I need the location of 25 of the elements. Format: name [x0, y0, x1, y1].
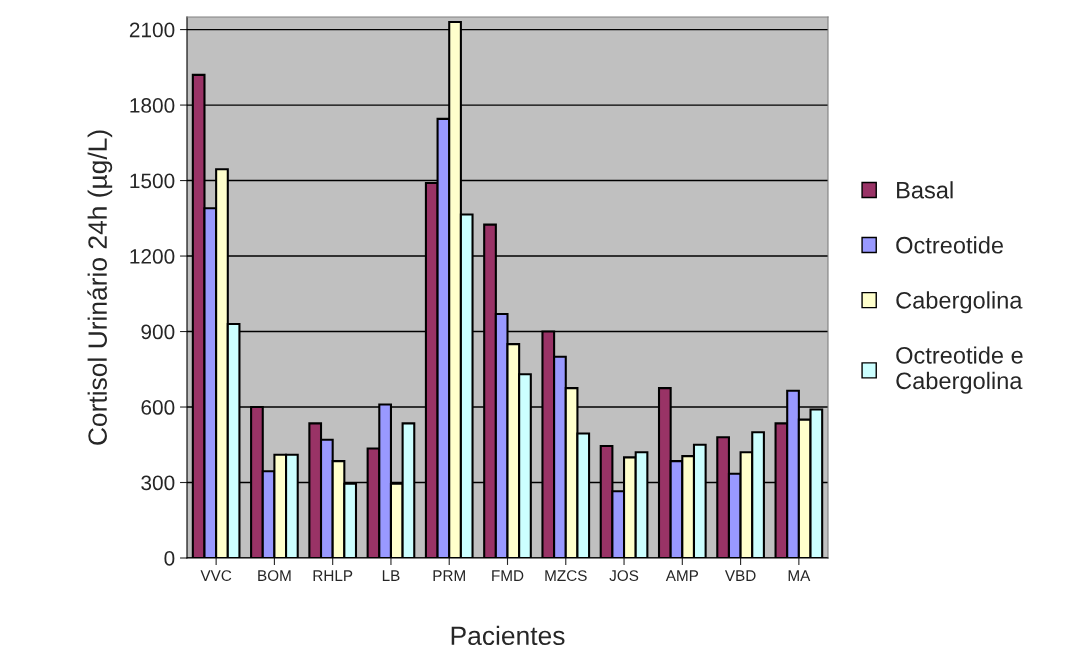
x-tick-label: FMD [492, 570, 524, 581]
y-tick-label: 300 [141, 475, 175, 491]
x-tick-label: MA [788, 570, 811, 581]
y-tick-label: 0 [164, 551, 175, 566]
legend-label: Octreotide [896, 236, 1003, 254]
x-axis-title: Pacientes [451, 625, 565, 646]
y-axis-title: Cortisol Urinário 24h (µg/L) [87, 130, 113, 445]
y-tick-label: 1800 [130, 98, 175, 113]
x-tick-label: VBD [724, 570, 756, 581]
y-tick-label: 600 [141, 400, 175, 415]
x-tick-label: JOS [609, 570, 639, 582]
x-tick-label: MZCS [545, 570, 587, 582]
x-tick-label: BOM [258, 570, 291, 582]
y-tick-label: 2100 [129, 22, 175, 38]
legend-label: Cabergolina [896, 291, 1023, 314]
x-tick-label: RHLP [313, 570, 353, 581]
x-tick-label: AMP [665, 570, 699, 581]
x-tick-label: LB [382, 570, 400, 581]
x-tick-label: VVC [200, 570, 232, 582]
x-tick-label: PRM [433, 570, 465, 581]
y-tick-label: 1500 [130, 173, 175, 189]
y-tick-label: 900 [141, 324, 175, 340]
legend-label: Octreotide e Cabergolina [896, 346, 1023, 394]
y-tick-label: 1200 [130, 249, 175, 264]
legend-label: Basal [897, 181, 953, 199]
